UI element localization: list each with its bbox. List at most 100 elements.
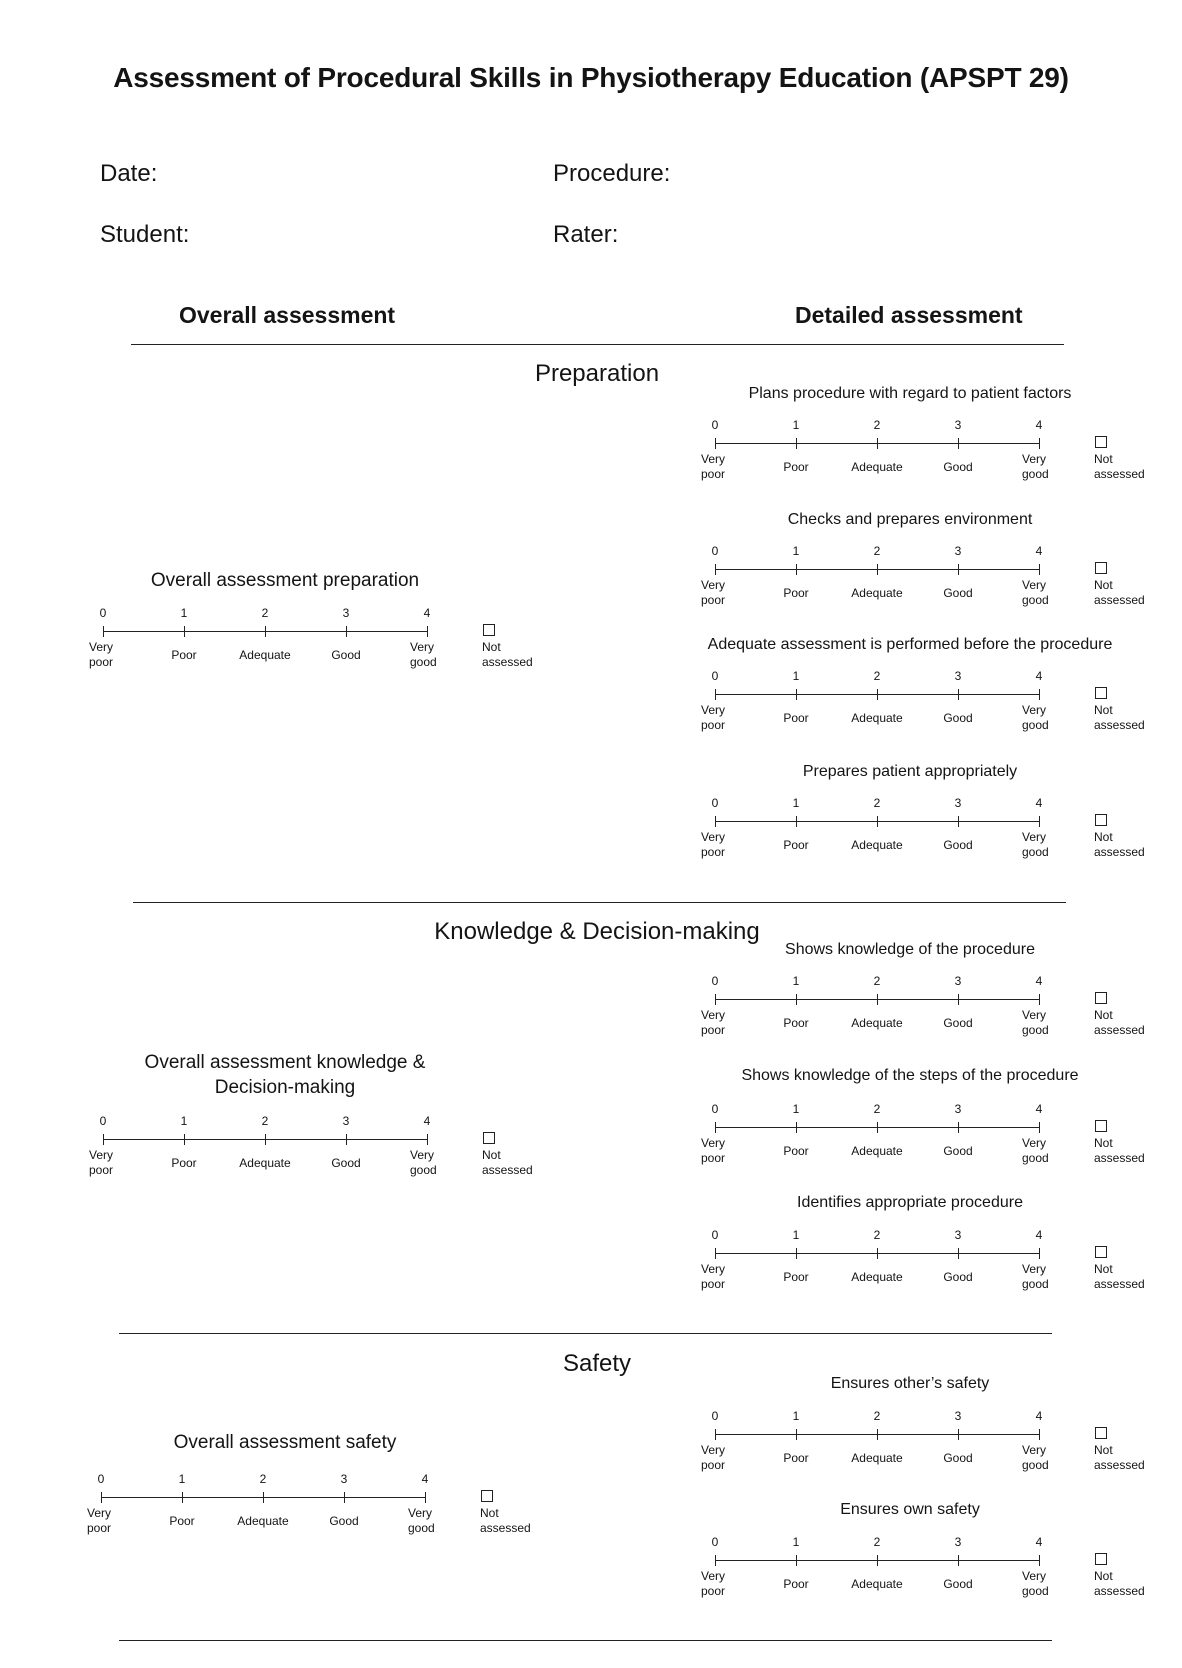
scale-number: 3: [954, 544, 962, 558]
rating-scale-adequate-assessment[interactable]: 0 1 2 3 4 Very poor Poor Adequate Good Very good Not…: [701, 669, 1165, 733]
scale-number: 0: [711, 796, 719, 810]
scale-tick[interactable]: [427, 626, 428, 637]
scale-axis: [715, 569, 1039, 570]
scale-number: 4: [423, 1114, 431, 1128]
scale-label-adequate: Adequate: [851, 1270, 903, 1284]
scale-label-good: Good: [943, 1451, 973, 1465]
not-assessed-label: Not assessed: [1094, 830, 1145, 859]
scale-label-good: Good: [943, 838, 973, 852]
scale-number: 0: [711, 1535, 719, 1549]
rating-scale-own-safety[interactable]: 0 1 2 3 4 Very poor Poor Adequate Good Very good Not…: [701, 1535, 1165, 1599]
rating-scale-identifies-procedure[interactable]: 0 1 2 3 4 Very poor Poor Adequate Good Very good Not…: [701, 1228, 1165, 1292]
not-assessed-checkbox[interactable]: [1095, 1427, 1107, 1439]
scale-label-very-good: Very good: [1022, 1569, 1049, 1598]
rating-scale-prepares-patient[interactable]: 0 1 2 3 4 Very poor Poor Adequate Good Very good Not…: [701, 796, 1165, 860]
not-assessed-checkbox[interactable]: [483, 1132, 495, 1144]
scale-label-very-good: Very good: [410, 1148, 437, 1177]
not-assessed-checkbox[interactable]: [483, 624, 495, 636]
scale-number: 0: [711, 1102, 719, 1116]
scale-number: 3: [954, 669, 962, 683]
scale-tick[interactable]: [1039, 564, 1040, 575]
scale-axis: [715, 1434, 1039, 1435]
scale-label-poor: Poor: [783, 838, 809, 852]
scale-tick[interactable]: [1039, 689, 1040, 700]
scale-tick[interactable]: [427, 1134, 428, 1145]
not-assessed-checkbox[interactable]: [1095, 687, 1107, 699]
scale-number: 0: [711, 418, 719, 432]
rating-scale-plans-procedure[interactable]: 0 1 2 3 4 Very poor Poor Adequate Good Very good Not…: [701, 418, 1165, 482]
scale-tick[interactable]: [1039, 1555, 1040, 1566]
section-title-preparation: Preparation: [534, 360, 660, 387]
not-assessed-checkbox[interactable]: [481, 1490, 493, 1502]
not-assessed-label: Not assessed: [1094, 1569, 1145, 1598]
scale-number: 0: [97, 1472, 105, 1486]
not-assessed-checkbox[interactable]: [1095, 436, 1107, 448]
overall-title-knowledge: Overall assessment knowledge & Decision-…: [144, 1052, 426, 1098]
divider-bottom: [119, 1640, 1052, 1641]
scale-number: 2: [259, 1472, 267, 1486]
rating-scale-knowledge-procedure[interactable]: 0 1 2 3 4 Very poor Poor Adequate Good Very good Not…: [701, 974, 1165, 1038]
student-label: Student:: [100, 221, 190, 248]
rating-scale-overall-knowledge[interactable]: 0 1 2 3 4 Very poor Poor Adequate Good Very good Not…: [89, 1114, 553, 1178]
scale-label-poor: Poor: [171, 648, 197, 662]
scale-number: 2: [873, 544, 881, 558]
scale-number: 4: [421, 1472, 429, 1486]
scale-number: 4: [1035, 1228, 1043, 1242]
scale-axis: [715, 999, 1039, 1000]
scale-tick[interactable]: [1039, 816, 1040, 827]
scale-label-very-good: Very good: [1022, 703, 1049, 732]
scale-number: 2: [873, 1535, 881, 1549]
scale-number: 0: [99, 1114, 107, 1128]
scale-tick[interactable]: [1039, 1429, 1040, 1440]
rating-scale-overall-safety[interactable]: 0 1 2 3 4 Very poor Poor Adequate Good Very good Not…: [87, 1472, 551, 1536]
rating-scale-checks-environment[interactable]: 0 1 2 3 4 Very poor Poor Adequate Good Very good Not…: [701, 544, 1165, 608]
scale-number: 0: [711, 669, 719, 683]
scale-number: 1: [180, 1114, 188, 1128]
scale-tick[interactable]: [1039, 1122, 1040, 1133]
scale-tick[interactable]: [1039, 1248, 1040, 1259]
scale-tick[interactable]: [1039, 438, 1040, 449]
item-title: Identifies appropriate procedure: [797, 1194, 1023, 1211]
not-assessed-label: Not assessed: [1094, 578, 1145, 607]
scale-number: 3: [342, 606, 350, 620]
item-title: Prepares patient appropriately: [802, 763, 1018, 780]
scale-number: 2: [873, 669, 881, 683]
scale-number: 0: [711, 1228, 719, 1242]
scale-number: 2: [261, 606, 269, 620]
not-assessed-checkbox[interactable]: [1095, 814, 1107, 826]
scale-label-good: Good: [943, 1016, 973, 1030]
detailed-assessment-heading: Detailed assessment: [795, 302, 1023, 328]
rating-scale-knowledge-steps[interactable]: 0 1 2 3 4 Very poor Poor Adequate Good Very good Not…: [701, 1102, 1165, 1166]
scale-tick[interactable]: [425, 1492, 426, 1503]
not-assessed-checkbox[interactable]: [1095, 1553, 1107, 1565]
overall-title-safety: Overall assessment safety: [173, 1432, 397, 1453]
item-title: Ensures other’s safety: [830, 1375, 990, 1392]
scale-label-good: Good: [943, 1144, 973, 1158]
scale-label-very-poor: Very poor: [701, 830, 726, 859]
not-assessed-checkbox[interactable]: [1095, 1246, 1107, 1258]
scale-label-very-poor: Very poor: [89, 1148, 114, 1177]
not-assessed-label: Not assessed: [1094, 1136, 1145, 1165]
scale-label-adequate: Adequate: [851, 1016, 903, 1030]
date-label: Date:: [100, 160, 158, 187]
not-assessed-checkbox[interactable]: [1095, 1120, 1107, 1132]
not-assessed-checkbox[interactable]: [1095, 992, 1107, 1004]
scale-label-very-poor: Very poor: [87, 1506, 112, 1535]
rating-scale-overall-preparation[interactable]: 0 1 2 3 4 Very poor Poor Adequate Good Very good Not…: [89, 606, 553, 670]
rating-scale-others-safety[interactable]: 0 1 2 3 4 Very poor Poor Adequate Good Very good Not…: [701, 1409, 1165, 1473]
scale-label-good: Good: [943, 586, 973, 600]
not-assessed-checkbox[interactable]: [1095, 562, 1107, 574]
scale-axis: [103, 631, 427, 632]
scale-number: 0: [711, 974, 719, 988]
scale-label-adequate: Adequate: [851, 1144, 903, 1158]
scale-number: 1: [792, 1535, 800, 1549]
scale-number: 2: [873, 974, 881, 988]
scale-number: 1: [792, 1228, 800, 1242]
rater-label: Rater:: [553, 221, 619, 248]
scale-label-very-poor: Very poor: [701, 1569, 726, 1598]
scale-axis: [103, 1139, 427, 1140]
overall-title-preparation: Overall assessment preparation: [150, 570, 420, 591]
scale-tick[interactable]: [1039, 994, 1040, 1005]
scale-number: 4: [1035, 796, 1043, 810]
not-assessed-label: Not assessed: [482, 1148, 533, 1177]
